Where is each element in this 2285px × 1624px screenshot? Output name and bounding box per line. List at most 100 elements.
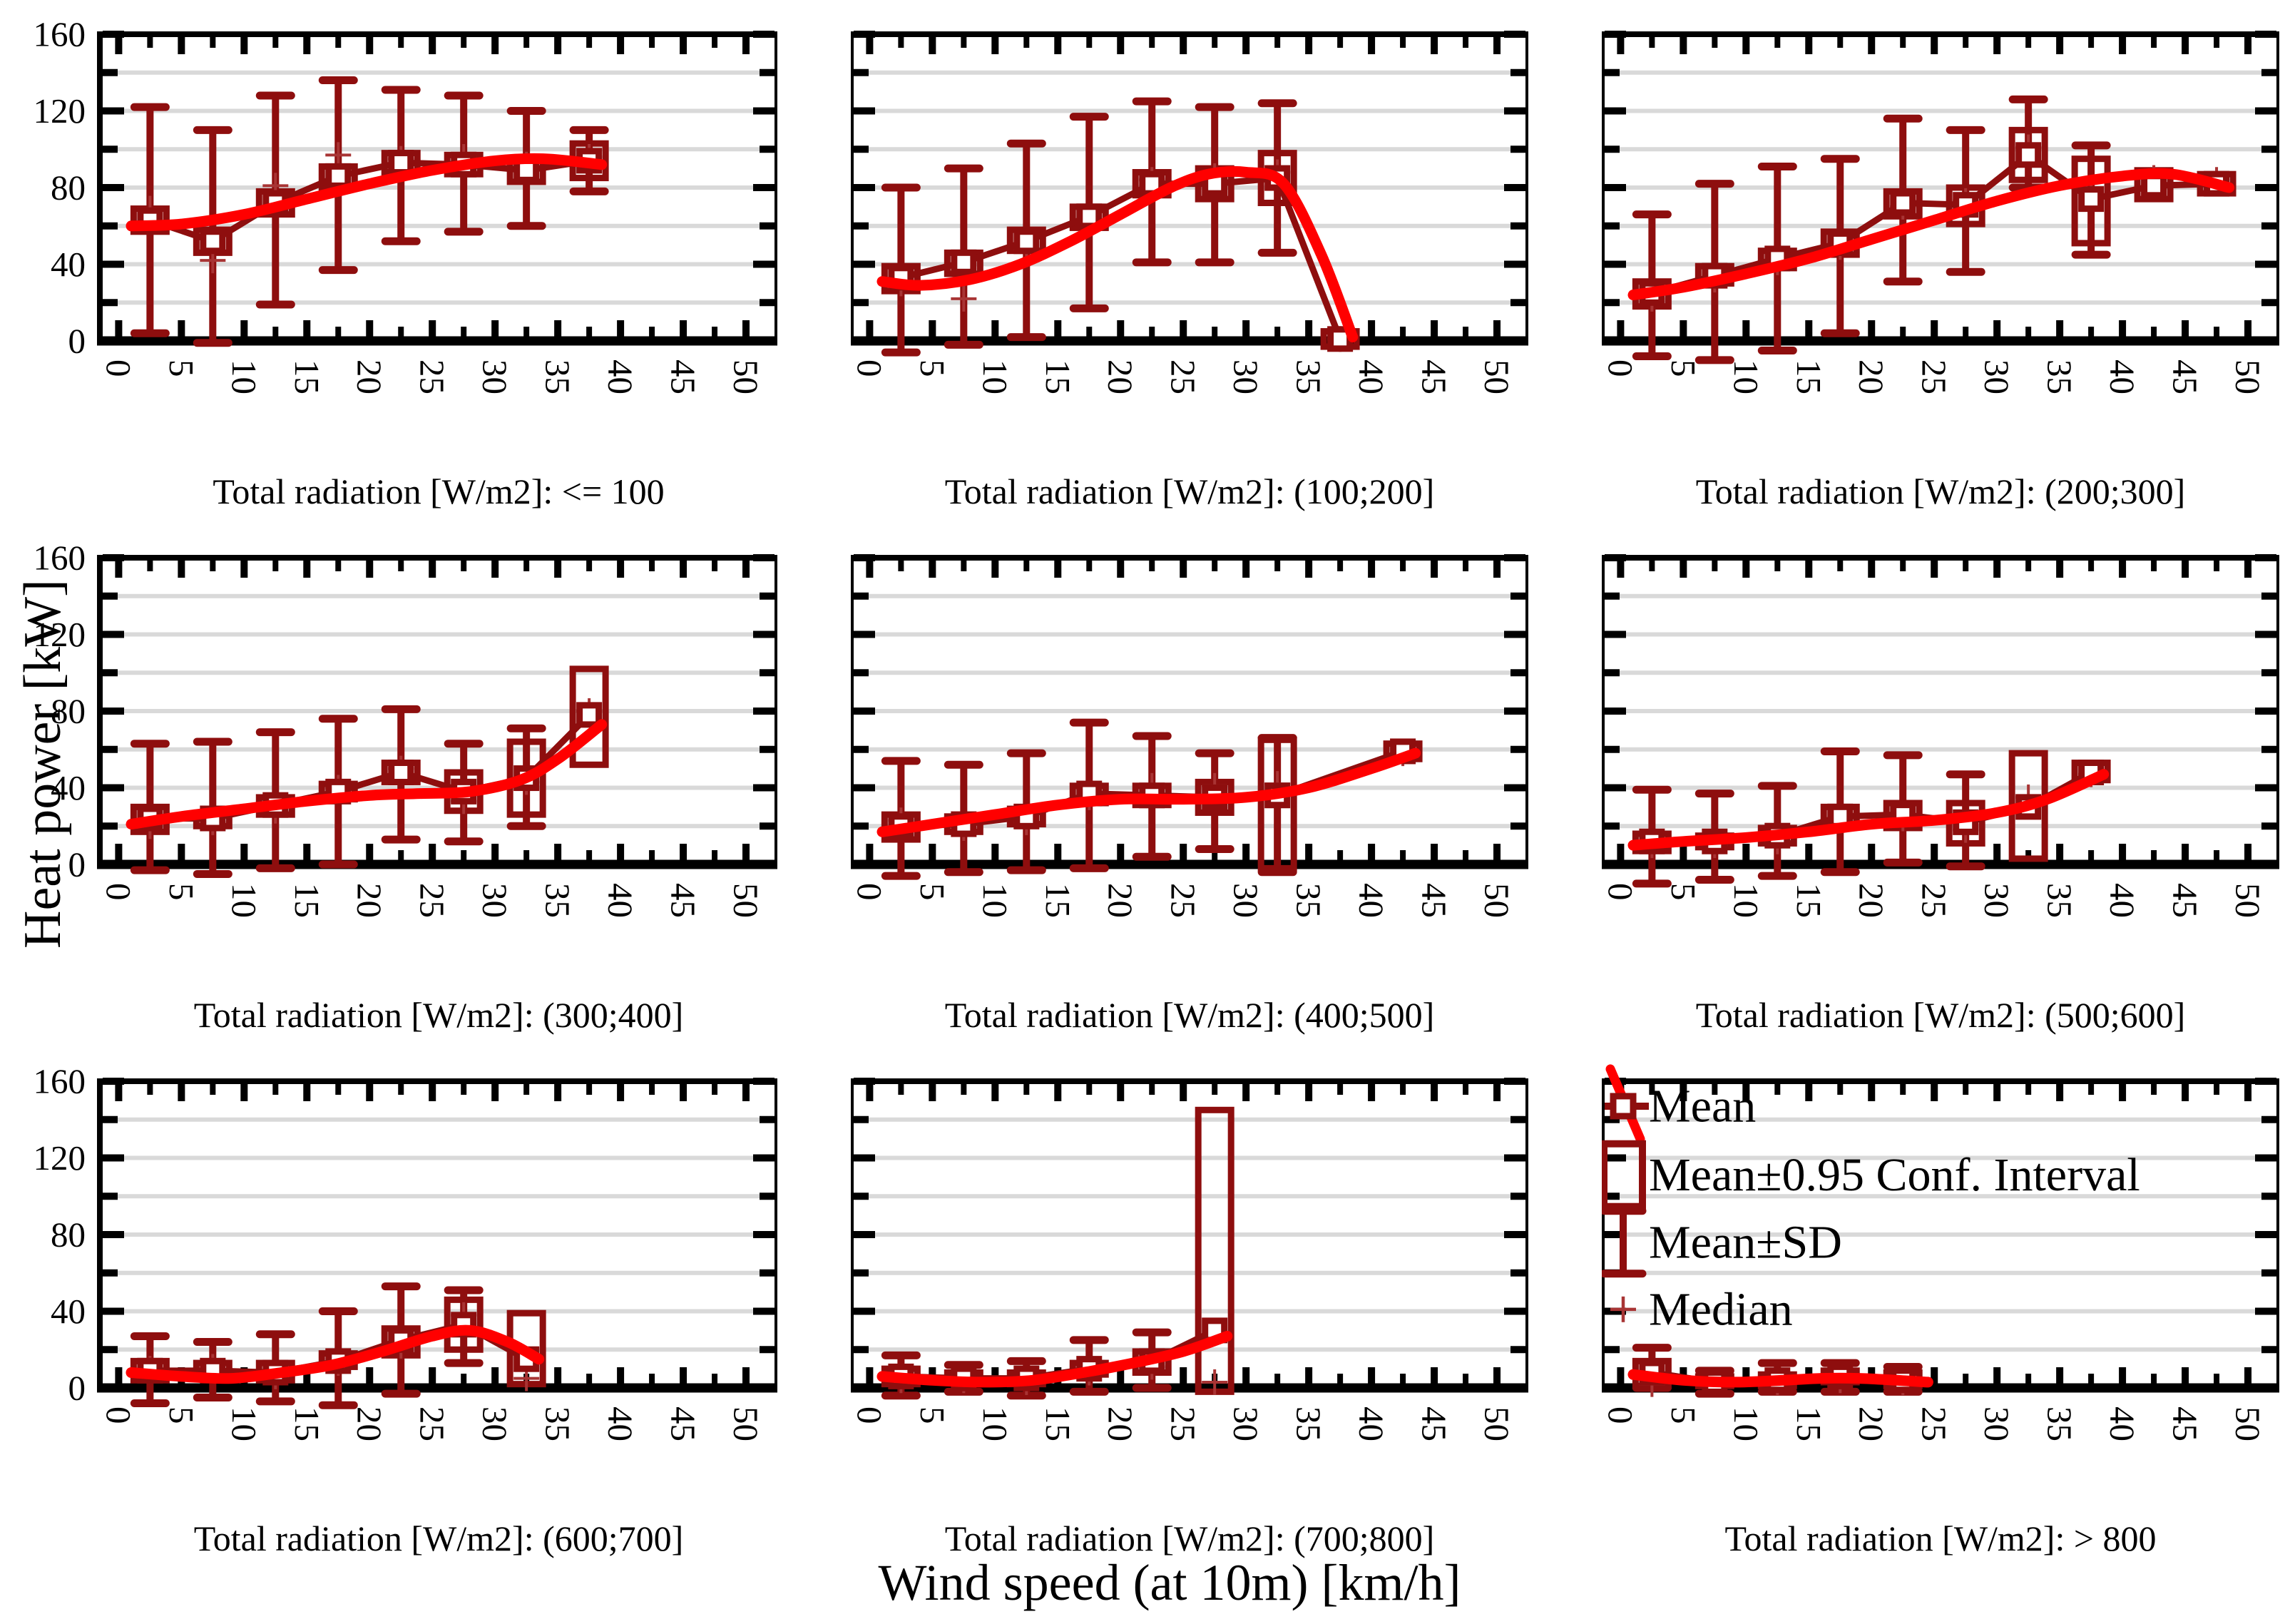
svg-text:25: 25: [1164, 359, 1203, 394]
svg-text:25: 25: [1915, 1406, 1954, 1441]
svg-text:5: 5: [162, 1406, 201, 1424]
svg-text:20: 20: [1101, 1406, 1140, 1441]
chart-plot: 0 5 10 15 20 25 30 35 40 45 50: [851, 31, 1528, 394]
svg-text:5: 5: [913, 359, 952, 377]
svg-text:30: 30: [1978, 1406, 2017, 1441]
x-tick-labels: 0 5 10 15 20 25 30 35 40 45 50: [99, 883, 766, 918]
svg-text:0: 0: [851, 359, 889, 377]
y-tick-labels: 0 40 80 120 160: [34, 16, 86, 361]
x-tick-labels: 0 5 10 15 20 25 30 35 40 45 50: [851, 359, 1517, 394]
svg-text:10: 10: [976, 1406, 1015, 1441]
svg-text:0: 0: [1602, 359, 1640, 377]
x-tick-labels: 0 5 10 15 20 25 30 35 40 45 50: [1602, 1406, 2268, 1441]
svg-text:30: 30: [476, 883, 515, 918]
chart-title: Total radiation [W/m2]: > 800: [1724, 1518, 2157, 1558]
svg-text:0: 0: [99, 1406, 138, 1424]
fitted-curve: [126, 153, 608, 232]
svg-text:20: 20: [1101, 883, 1140, 918]
svg-text:5: 5: [913, 1406, 952, 1424]
chart-panel-6: 0 5 10 15 20 25 30 35 40 45 50 Total radiation [W/m…: [1602, 539, 2279, 1036]
svg-text:45: 45: [2166, 1406, 2205, 1441]
svg-text:45: 45: [1415, 1406, 1454, 1441]
svg-text:15: 15: [1789, 1406, 1829, 1441]
svg-text:40: 40: [1352, 883, 1391, 918]
svg-text:35: 35: [2040, 883, 2080, 918]
svg-text:40: 40: [2103, 1406, 2142, 1441]
svg-text:160: 160: [34, 16, 86, 54]
svg-text:35: 35: [2040, 1406, 2080, 1441]
series: [876, 1106, 1234, 1400]
svg-text:50: 50: [1478, 883, 1517, 918]
svg-text:50: 50: [1478, 1406, 1517, 1441]
chart-title: Total radiation [W/m2]: (100;200]: [944, 471, 1435, 511]
svg-text:5: 5: [1664, 1406, 1703, 1424]
x-tick-labels: 0 5 10 15 20 25 30 35 40 45 50: [99, 1406, 766, 1441]
chart-panel-8: 0 5 10 15 20 25 30 35 40 45 50 Total radiation [W/m…: [851, 1063, 1528, 1559]
svg-text:15: 15: [1038, 1406, 1078, 1441]
series: [1627, 95, 2237, 364]
svg-text:10: 10: [1727, 1406, 1766, 1441]
x-tick-labels: 0 5 10 15 20 25 30 35 40 45 50: [1602, 359, 2268, 394]
series: [1627, 747, 2111, 888]
svg-text:160: 160: [34, 1063, 86, 1101]
chart-plot: 0 40 80 120 160 0 5 10 15 20 25 30 35 40 45 50: [34, 16, 777, 394]
axes: [851, 31, 1528, 346]
svg-text:30: 30: [1227, 883, 1266, 918]
chart-panel-7: 0 40 80 120 160 0 5 10 15 20 25 30 35 40 45 50 Total rad…: [7, 1063, 777, 1559]
chart-panel-5: 0 5 10 15 20 25 30 35 40 45 50 Total radiation [W/m…: [851, 539, 1528, 1036]
svg-text:40: 40: [51, 1292, 86, 1331]
chart-plot: 0 5 10 15 20 25 30 35 40 45 50 Mean Mean±0.95 Conf. …: [1602, 1064, 2279, 1441]
x-tick-labels: 0 5 10 15 20 25 30 35 40 45 50: [1602, 883, 2268, 918]
svg-text:25: 25: [413, 1406, 452, 1441]
svg-text:20: 20: [1852, 1406, 1891, 1441]
svg-text:160: 160: [34, 539, 86, 578]
x-tick-labels: 0 5 10 15 20 25 30 35 40 45 50: [851, 883, 1517, 918]
svg-text:0: 0: [851, 883, 889, 901]
svg-text:0: 0: [99, 883, 138, 901]
chart-plot: 0 5 10 15 20 25 30 35 40 45 50: [851, 1078, 1528, 1441]
svg-text:20: 20: [1852, 883, 1891, 918]
chart-panel-2: 0 5 10 15 20 25 30 35 40 45 50 Total radiation [W/m…: [851, 16, 1528, 512]
svg-text:25: 25: [1915, 359, 1954, 394]
svg-text:0: 0: [68, 845, 86, 884]
svg-text:35: 35: [1289, 883, 1329, 918]
svg-text:45: 45: [664, 883, 703, 918]
svg-text:40: 40: [2103, 359, 2142, 394]
svg-text:35: 35: [1289, 359, 1329, 394]
svg-text:35: 35: [1289, 1406, 1329, 1441]
y-tick-labels: 0 40 80 120 160: [34, 539, 86, 884]
chart-panel-1: 0 40 80 120 160 0 5 10 15 20 25 30 35 40 45 50 Total rad…: [7, 16, 777, 512]
series: [126, 76, 609, 347]
gridlines: [1602, 1117, 2279, 1352]
series: [876, 97, 1360, 357]
legend-label-median: Median: [1649, 1283, 1793, 1335]
svg-text:5: 5: [162, 883, 201, 901]
svg-text:80: 80: [51, 1215, 86, 1255]
series: [126, 1282, 546, 1409]
svg-text:40: 40: [51, 245, 86, 284]
svg-text:35: 35: [2040, 359, 2080, 394]
fitted-curve: [876, 165, 1359, 343]
svg-text:15: 15: [1789, 883, 1829, 918]
legend-label-ci: Mean±0.95 Conf. Interval: [1649, 1149, 2140, 1201]
svg-text:120: 120: [34, 615, 86, 654]
svg-text:20: 20: [350, 359, 389, 394]
svg-text:50: 50: [727, 883, 766, 918]
svg-text:0: 0: [1602, 1406, 1640, 1424]
svg-text:50: 50: [2229, 883, 2268, 918]
chart-plot: 0 5 10 15 20 25 30 35 40 45 50: [851, 554, 1528, 918]
svg-text:10: 10: [225, 883, 264, 918]
svg-text:10: 10: [1727, 883, 1766, 918]
gridlines: [100, 70, 777, 305]
chart-panel-4: 0 40 80 120 160 0 5 10 15 20 25 30 35 40 45 50 Total rad…: [7, 539, 777, 1036]
fitted-curve: [876, 1330, 1233, 1388]
svg-text:0: 0: [99, 359, 138, 377]
svg-text:45: 45: [2166, 359, 2205, 394]
svg-text:10: 10: [1727, 359, 1766, 394]
svg-text:0: 0: [851, 1406, 889, 1424]
svg-text:25: 25: [1164, 883, 1203, 918]
svg-text:25: 25: [413, 359, 452, 394]
svg-text:45: 45: [1415, 359, 1454, 394]
svg-text:30: 30: [476, 359, 515, 394]
